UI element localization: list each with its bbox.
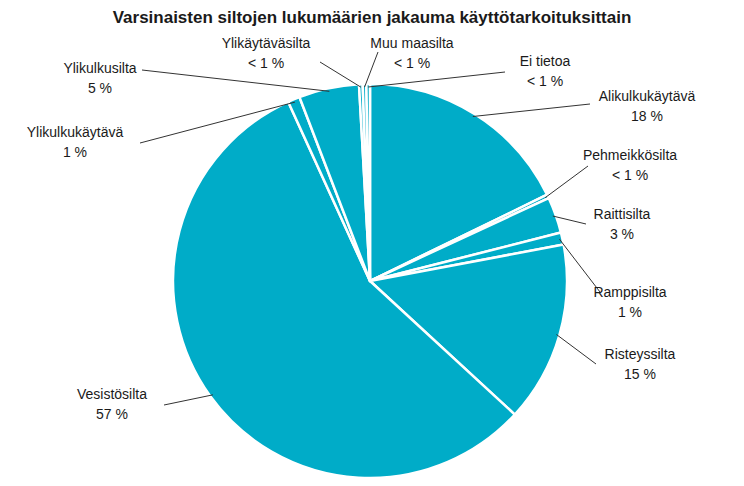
slice-label: Ylikäytäväsilta	[222, 35, 311, 51]
leader-line	[545, 166, 588, 198]
leader-line	[365, 52, 378, 87]
slice	[363, 84, 370, 281]
data-label: < 1 %	[248, 55, 284, 71]
slice-label: Ylikulkusilta	[63, 60, 136, 76]
leader-line	[320, 62, 361, 87]
slice-label: Alikulkukäytävä	[599, 88, 696, 104]
data-label: 1 %	[63, 144, 87, 160]
slice-label: Raittisilta	[594, 206, 651, 222]
slice	[366, 84, 370, 281]
data-label: 1 %	[618, 304, 642, 320]
slice-label: Ei tietoa	[520, 53, 571, 69]
slice	[359, 84, 370, 281]
data-label: 15 %	[624, 366, 656, 382]
leader-line	[553, 216, 586, 224]
chart: Varsinaisten siltojen lukumäärien jakaum…	[0, 0, 744, 486]
data-label: 57 %	[96, 406, 128, 422]
leader-line	[142, 70, 329, 91]
data-label: 3 %	[610, 226, 634, 242]
slice-label: Ylikulkukäytävä	[27, 124, 124, 140]
data-label: < 1 %	[527, 73, 563, 89]
slice-label: Risteyssilta	[605, 346, 676, 362]
labels: Alikulkukäytävä 18 % Pehmeikkösilta < 1 % Ra…	[27, 35, 696, 422]
data-label: 5 %	[88, 80, 112, 96]
title: Varsinaisten siltojen lukumäärien jakaum…	[113, 8, 632, 27]
data-label: 18 %	[631, 108, 663, 124]
slice-label: Pehmeikkösilta	[583, 147, 677, 163]
slice-label: Vesistösilta	[77, 386, 147, 402]
slice	[299, 84, 370, 281]
leader-line	[164, 395, 213, 405]
slice-label: Muu maasilta	[370, 35, 453, 51]
leader-line	[368, 72, 505, 87]
data-label: < 1 %	[394, 55, 430, 71]
slice-label: Ramppisilta	[593, 284, 666, 300]
leader-line	[473, 104, 590, 117]
data-label: < 1 %	[612, 167, 648, 183]
leader-line	[556, 335, 596, 365]
leader-line	[140, 102, 295, 143]
slices	[173, 84, 567, 478]
